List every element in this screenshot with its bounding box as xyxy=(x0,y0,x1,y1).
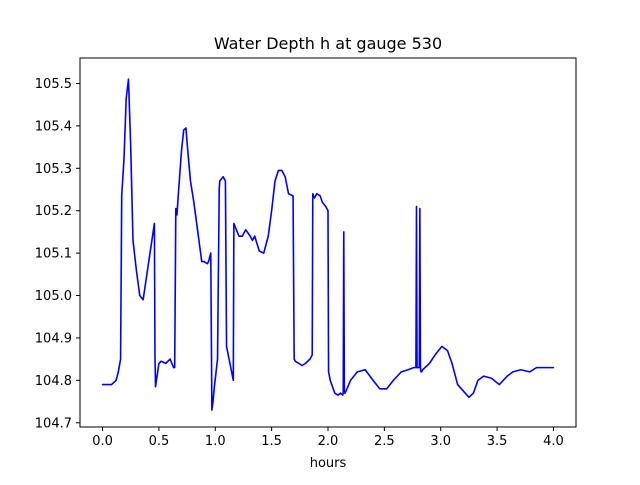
x-tick-label: 2.5 xyxy=(374,434,395,449)
y-axis-ticks: 104.7 104.8 104.9 105.0 105.1 105.2 105.3 105.4… xyxy=(35,77,80,431)
x-tick-label: 0.5 xyxy=(149,434,170,449)
x-tick-label: 0.0 xyxy=(92,434,113,449)
y-tick-label: 105.4 xyxy=(35,119,72,134)
chart-title: Water Depth h at gauge 530 xyxy=(214,34,442,53)
x-tick-label: 3.5 xyxy=(487,434,508,449)
y-tick-label: 105.3 xyxy=(35,162,72,177)
y-tick-label: 104.9 xyxy=(35,331,72,346)
y-tick-label: 105.1 xyxy=(35,247,72,262)
y-tick-label: 105.2 xyxy=(35,204,72,219)
x-axis-label: hours xyxy=(310,456,347,471)
x-tick-label: 1.0 xyxy=(205,434,226,449)
y-tick-label: 104.8 xyxy=(35,374,72,389)
x-tick-label: 1.5 xyxy=(261,434,282,449)
series-layer xyxy=(101,78,555,411)
y-tick-label: 104.7 xyxy=(35,416,72,431)
x-axis-ticks: 0.0 0.5 1.0 1.5 2.0 2.5 3.0 3.5 4.0 xyxy=(92,427,564,449)
x-tick-label: 3.0 xyxy=(430,434,451,449)
y-tick-label: 105.0 xyxy=(35,289,72,304)
series-line-0 xyxy=(101,78,555,411)
x-tick-label: 4.0 xyxy=(543,434,564,449)
x-tick-label: 2.0 xyxy=(318,434,339,449)
y-tick-label: 105.5 xyxy=(35,77,72,92)
